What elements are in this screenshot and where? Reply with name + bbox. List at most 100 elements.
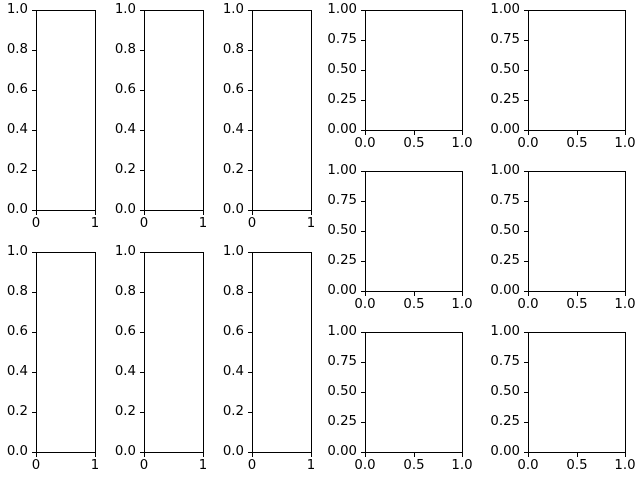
y-tick-label: 0.50 xyxy=(490,223,520,238)
x-tick xyxy=(36,453,37,457)
y-tick xyxy=(32,50,36,51)
y-tick xyxy=(140,292,144,293)
y-tick-label: 0.75 xyxy=(327,193,357,208)
y-tick xyxy=(248,50,252,51)
y-tick xyxy=(361,40,365,41)
y-tick xyxy=(140,130,144,131)
y-tick-label: 0.25 xyxy=(490,414,520,429)
y-tick xyxy=(361,100,365,101)
x-tick xyxy=(528,131,529,135)
x-tick-label: 0.5 xyxy=(566,297,588,312)
x-tick-label: 0.0 xyxy=(517,297,539,312)
axes-left-bottom-3 xyxy=(252,252,312,453)
y-tick-label: 0.00 xyxy=(327,444,357,459)
y-tick-label: 0.4 xyxy=(114,122,136,137)
y-tick xyxy=(32,170,36,171)
y-tick-label: 0.2 xyxy=(6,162,28,177)
y-tick-label: 0.50 xyxy=(327,62,357,77)
y-tick xyxy=(140,252,144,253)
x-tick xyxy=(365,453,366,457)
y-tick-label: 0.00 xyxy=(490,283,520,298)
x-tick-label: 0.5 xyxy=(566,136,588,151)
y-tick-label: 0.75 xyxy=(327,32,357,47)
x-tick xyxy=(365,131,366,135)
x-tick-label: 1.0 xyxy=(614,297,636,312)
axes-left-top-2 xyxy=(144,10,204,211)
x-tick xyxy=(528,453,529,457)
x-tick-label: 1 xyxy=(306,216,316,231)
y-tick xyxy=(361,291,365,292)
x-tick xyxy=(36,211,37,215)
x-tick-label: 1 xyxy=(90,216,100,231)
y-tick xyxy=(361,392,365,393)
y-tick xyxy=(524,291,528,292)
y-tick xyxy=(248,170,252,171)
x-tick-label: 0.0 xyxy=(354,458,376,473)
axes-right-r1-c2 xyxy=(528,10,626,131)
x-tick-label: 1.0 xyxy=(451,458,473,473)
y-tick-label: 0.00 xyxy=(490,122,520,137)
axes-left-bottom-2 xyxy=(144,252,204,453)
x-tick xyxy=(203,453,204,457)
y-tick xyxy=(524,40,528,41)
y-tick xyxy=(248,372,252,373)
y-tick-label: 0.0 xyxy=(114,202,136,217)
y-tick-label: 0.25 xyxy=(490,92,520,107)
y-tick xyxy=(248,452,252,453)
y-tick-label: 0.75 xyxy=(490,354,520,369)
y-tick-label: 0.8 xyxy=(114,284,136,299)
y-tick-label: 1.00 xyxy=(327,324,357,339)
x-tick xyxy=(577,453,578,457)
y-tick-label: 0.4 xyxy=(222,122,244,137)
y-tick xyxy=(140,452,144,453)
y-tick-label: 0.8 xyxy=(222,42,244,57)
x-tick xyxy=(365,292,366,296)
y-tick xyxy=(32,252,36,253)
y-tick-label: 0.2 xyxy=(222,404,244,419)
y-tick-label: 0.6 xyxy=(114,324,136,339)
y-tick-label: 0.4 xyxy=(114,364,136,379)
y-tick-label: 0.8 xyxy=(114,42,136,57)
x-tick xyxy=(528,292,529,296)
y-tick-label: 0.50 xyxy=(327,384,357,399)
y-tick xyxy=(524,130,528,131)
y-tick xyxy=(32,10,36,11)
y-tick-label: 0.2 xyxy=(6,404,28,419)
x-tick xyxy=(252,211,253,215)
y-tick xyxy=(140,90,144,91)
y-tick-label: 0.00 xyxy=(490,444,520,459)
y-tick xyxy=(361,332,365,333)
x-tick-label: 0.5 xyxy=(403,297,425,312)
axes-right-r2-c2 xyxy=(528,171,626,292)
y-tick xyxy=(361,171,365,172)
x-tick xyxy=(414,292,415,296)
y-tick-label: 0.25 xyxy=(327,92,357,107)
y-tick xyxy=(248,332,252,333)
y-tick-label: 1.0 xyxy=(114,2,136,17)
y-tick-label: 0.6 xyxy=(114,82,136,97)
y-tick xyxy=(140,10,144,11)
y-tick xyxy=(361,452,365,453)
x-tick xyxy=(95,211,96,215)
y-tick-label: 0.75 xyxy=(490,32,520,47)
y-tick xyxy=(361,261,365,262)
x-tick-label: 1 xyxy=(306,458,316,473)
axes-right-r2-c1 xyxy=(365,171,463,292)
y-tick-label: 0.50 xyxy=(490,62,520,77)
y-tick-label: 0.2 xyxy=(114,404,136,419)
x-tick xyxy=(144,453,145,457)
y-tick-label: 1.00 xyxy=(490,2,520,17)
y-tick xyxy=(524,10,528,11)
y-tick xyxy=(32,372,36,373)
x-tick xyxy=(311,211,312,215)
y-tick-label: 0.0 xyxy=(222,202,244,217)
y-tick-label: 0.2 xyxy=(222,162,244,177)
y-tick xyxy=(32,452,36,453)
y-tick-label: 1.00 xyxy=(490,324,520,339)
y-tick-label: 0.0 xyxy=(6,202,28,217)
y-tick xyxy=(248,292,252,293)
y-tick-label: 1.00 xyxy=(327,163,357,178)
y-tick xyxy=(524,422,528,423)
x-tick-label: 0 xyxy=(139,216,149,231)
y-tick xyxy=(524,362,528,363)
